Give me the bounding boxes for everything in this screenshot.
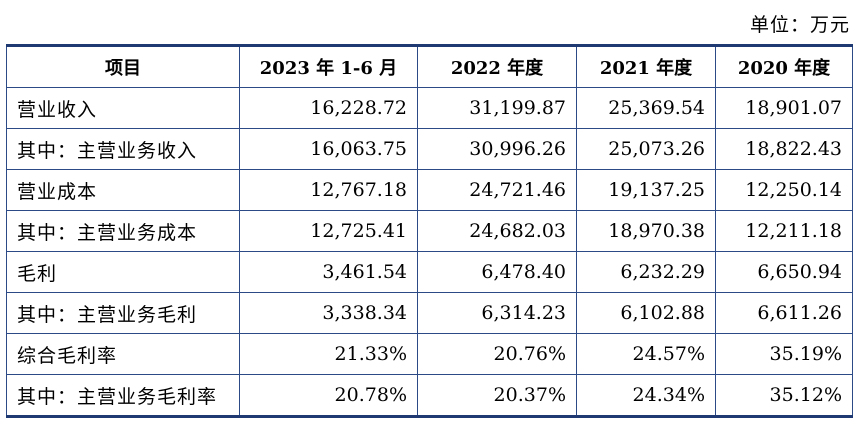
cell-value: 24.57%	[576, 333, 716, 375]
cell-value: 18,970.38	[576, 210, 716, 252]
cell-value: 19,137.25	[576, 169, 716, 211]
row-label: 营业成本	[6, 169, 240, 211]
row-label: 营业收入	[6, 87, 240, 129]
cell-value: 18,822.43	[715, 128, 853, 170]
row-label: 其中：主营业务成本	[6, 210, 240, 252]
cell-value: 6,102.88	[576, 292, 716, 334]
cell-value: 6,611.26	[715, 292, 853, 334]
cell-value: 18,901.07	[715, 87, 853, 129]
cell-value: 35.19%	[715, 333, 853, 375]
cell-value: 12,250.14	[715, 169, 853, 211]
cell-value: 16,228.72	[239, 87, 418, 129]
header-2022: 2022 年度	[417, 45, 577, 88]
cell-value: 30,996.26	[417, 128, 577, 170]
header-2023h1: 2023 年 1-6 月	[239, 45, 418, 88]
cell-value: 25,073.26	[576, 128, 716, 170]
cell-value: 20.76%	[417, 333, 577, 375]
row-label: 综合毛利率	[6, 333, 240, 375]
table-row: 毛利 3,461.54 6,478.40 6,232.29 6,650.94	[6, 251, 853, 293]
cell-value: 6,232.29	[576, 251, 716, 293]
cell-value: 12,767.18	[239, 169, 418, 211]
table-row: 综合毛利率 21.33% 20.76% 24.57% 35.19%	[6, 333, 853, 375]
cell-value: 6,314.23	[417, 292, 577, 334]
cell-value: 16,063.75	[239, 128, 418, 170]
cell-value: 20.78%	[239, 374, 418, 417]
table-row: 营业成本 12,767.18 24,721.46 19,137.25 12,25…	[6, 169, 853, 211]
cell-value: 12,725.41	[239, 210, 418, 252]
row-label: 其中：主营业务毛利	[6, 292, 240, 334]
cell-value: 20.37%	[417, 374, 577, 417]
header-2020: 2020 年度	[715, 45, 853, 88]
cell-value: 25,369.54	[576, 87, 716, 129]
header-2021: 2021 年度	[576, 45, 716, 88]
header-item: 项目	[6, 45, 240, 88]
cell-value: 21.33%	[239, 333, 418, 375]
cell-value: 3,338.34	[239, 292, 418, 334]
cell-value: 12,211.18	[715, 210, 853, 252]
unit-label: 单位：万元	[749, 14, 850, 36]
table-row: 其中：主营业务毛利率 20.78% 20.37% 24.34% 35.12%	[6, 374, 853, 417]
cell-value: 3,461.54	[239, 251, 418, 293]
table-row: 其中：主营业务毛利 3,338.34 6,314.23 6,102.88 6,6…	[6, 292, 853, 334]
cell-value: 6,650.94	[715, 251, 853, 293]
header-row: 项目 2023 年 1-6 月 2022 年度 2021 年度 2020 年度	[6, 45, 853, 88]
cell-value: 31,199.87	[417, 87, 577, 129]
cell-value: 35.12%	[715, 374, 853, 417]
cell-value: 24.34%	[576, 374, 716, 417]
table-row: 营业收入 16,228.72 31,199.87 25,369.54 18,90…	[6, 87, 853, 129]
cell-value: 24,682.03	[417, 210, 577, 252]
cell-value: 24,721.46	[417, 169, 577, 211]
financial-table: 项目 2023 年 1-6 月 2022 年度 2021 年度 2020 年度 …	[6, 44, 853, 418]
cell-value: 6,478.40	[417, 251, 577, 293]
table-row: 其中：主营业务成本 12,725.41 24,682.03 18,970.38 …	[6, 210, 853, 252]
table-row: 其中：主营业务收入 16,063.75 30,996.26 25,073.26 …	[6, 128, 853, 170]
row-label: 其中：主营业务毛利率	[6, 374, 240, 417]
row-label: 其中：主营业务收入	[6, 128, 240, 170]
row-label: 毛利	[6, 251, 240, 293]
